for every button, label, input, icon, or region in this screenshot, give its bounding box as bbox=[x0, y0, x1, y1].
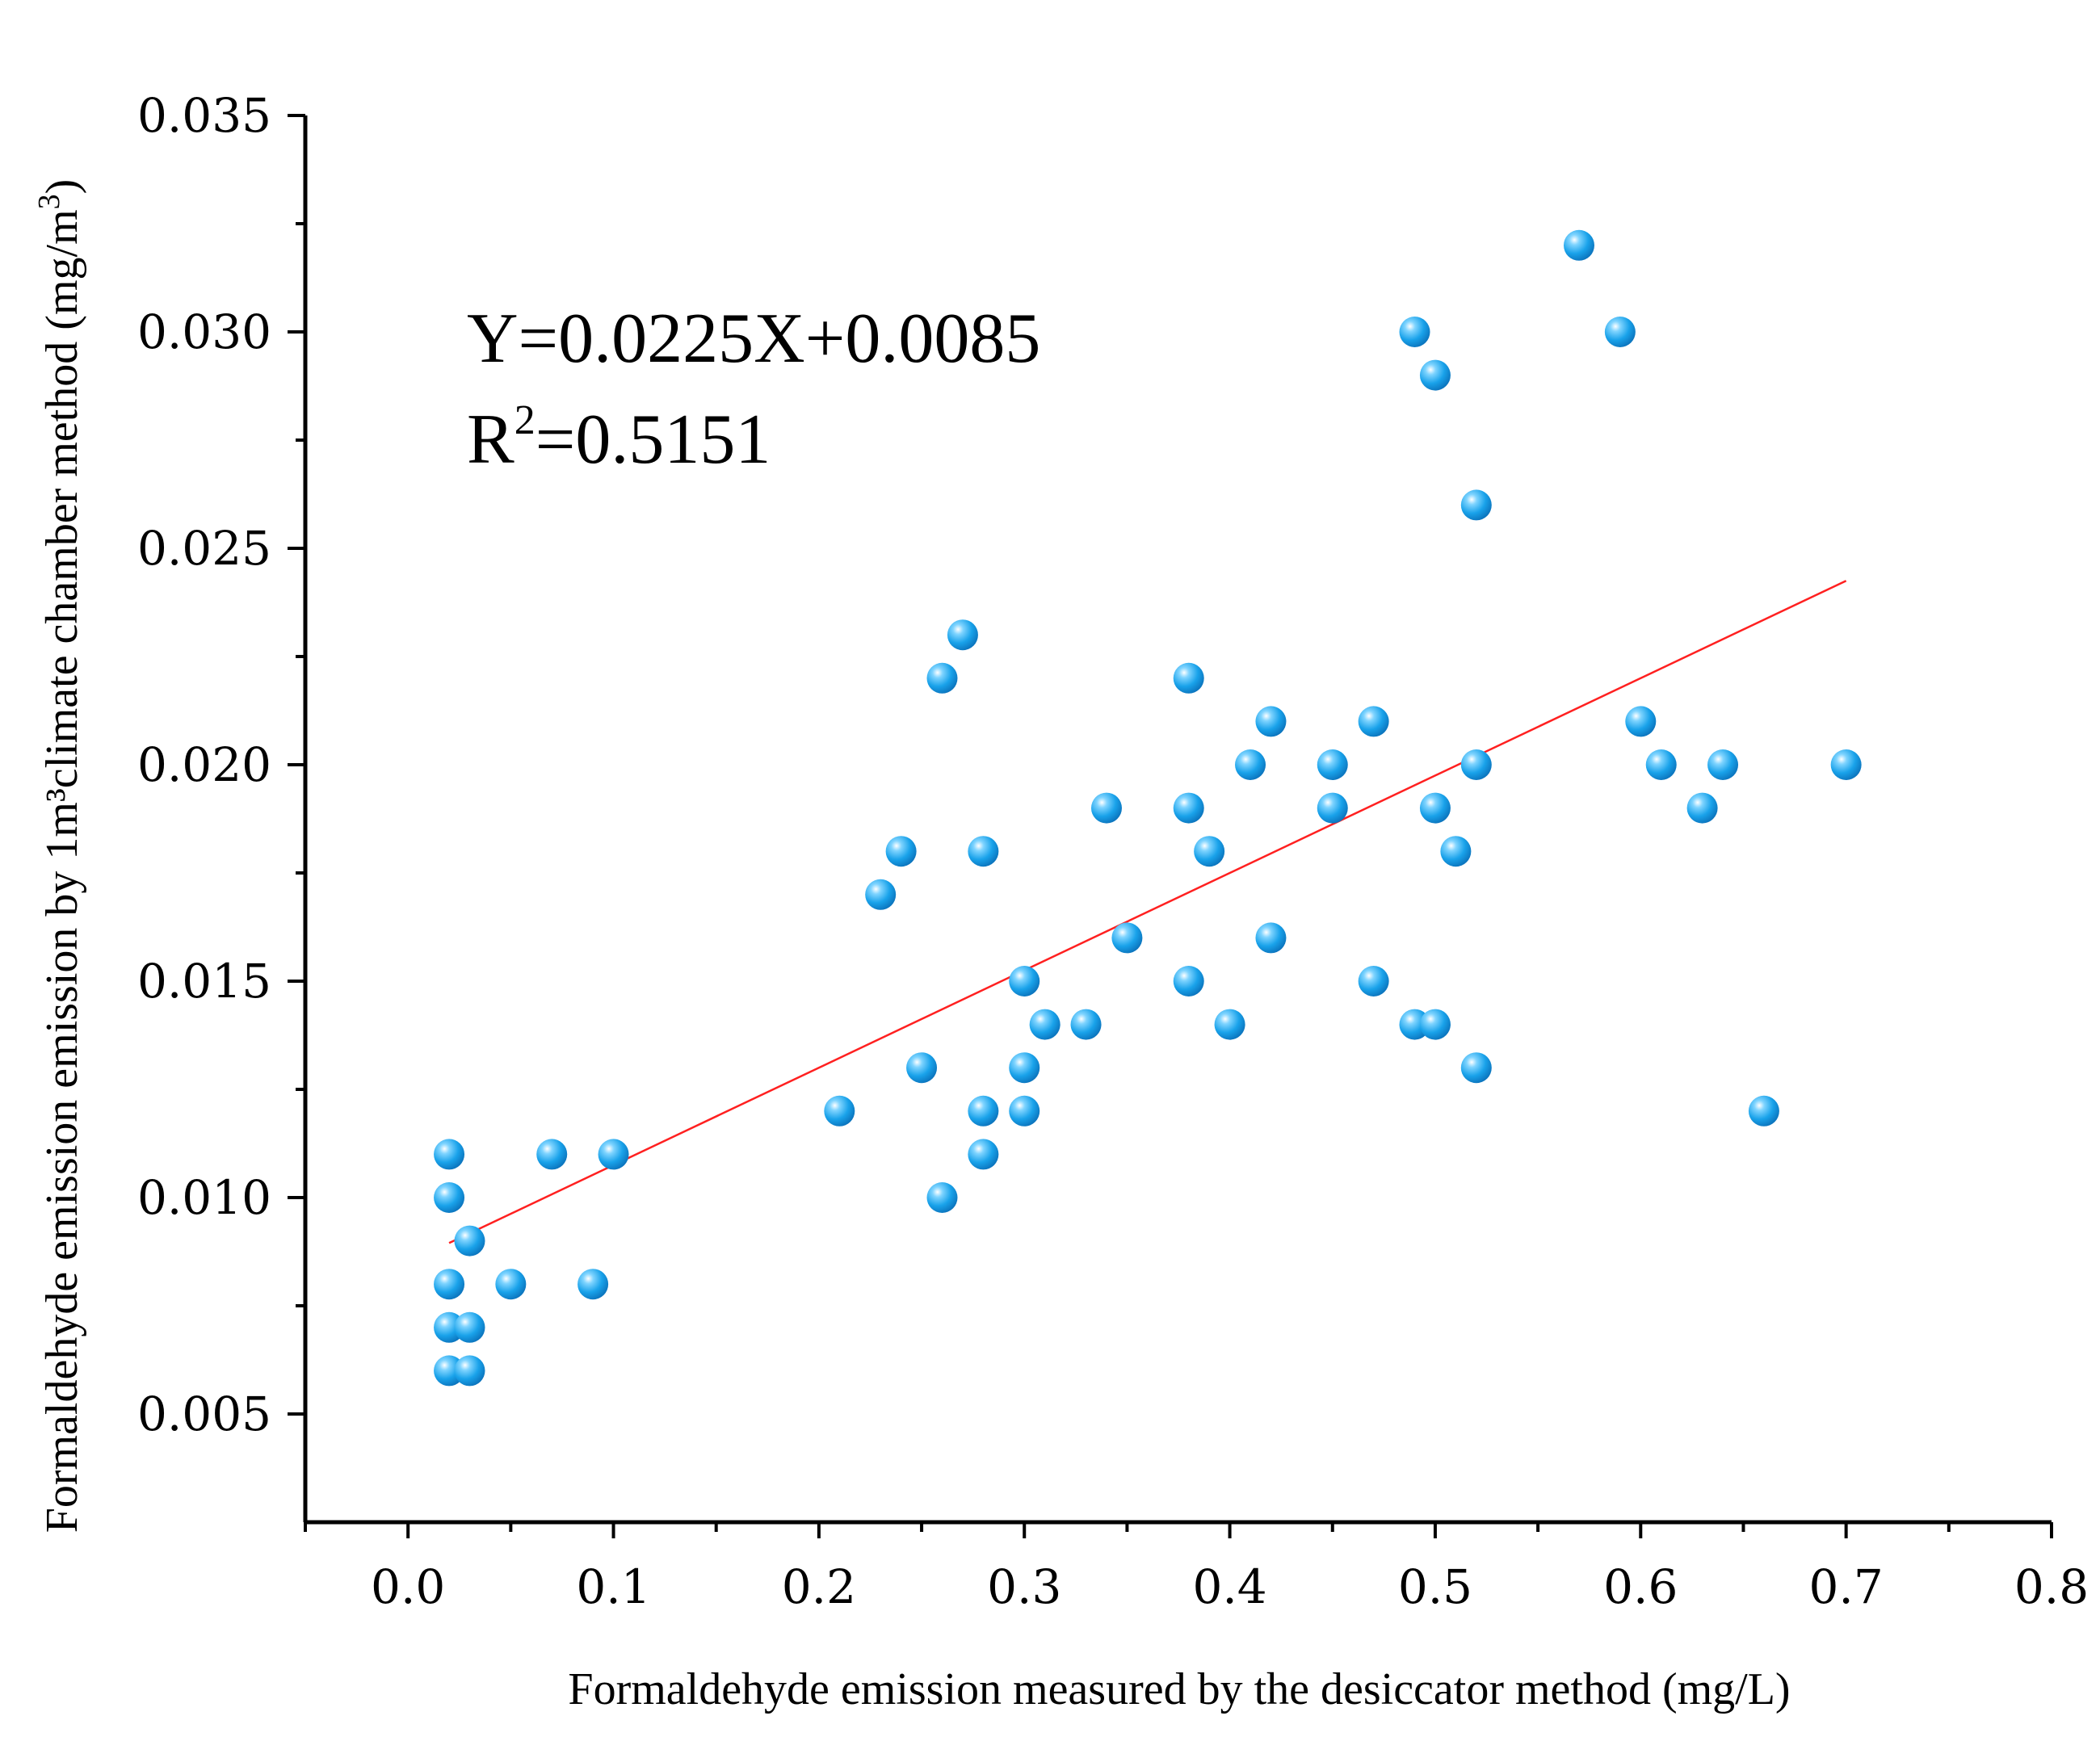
scatter-point bbox=[1440, 836, 1472, 867]
scatter-point bbox=[926, 662, 958, 694]
y-tick-label: 0.015 bbox=[137, 954, 271, 1009]
x-tick-label: 0.1 bbox=[576, 1559, 650, 1614]
scatter-point bbox=[454, 1225, 485, 1257]
scatter-point bbox=[1255, 706, 1287, 737]
scatter-point bbox=[824, 1095, 855, 1127]
scatter-point bbox=[1419, 792, 1451, 824]
y-tick-label: 0.035 bbox=[137, 88, 271, 143]
x-tick-label: 0.2 bbox=[782, 1559, 856, 1614]
scatter-point bbox=[434, 1182, 465, 1213]
scatter-point bbox=[495, 1269, 527, 1300]
regression-line bbox=[448, 580, 1847, 1244]
scatter-point bbox=[454, 1355, 485, 1387]
scatter-point bbox=[1625, 706, 1657, 737]
r-squared-exponent: 2 bbox=[514, 397, 536, 443]
scatter-point bbox=[1029, 1009, 1060, 1040]
scatter-point bbox=[1686, 792, 1718, 824]
scatter-point bbox=[1460, 489, 1492, 521]
scatter-point bbox=[1214, 1009, 1245, 1040]
scatter-point bbox=[1419, 359, 1451, 391]
scatter-point bbox=[968, 836, 999, 867]
scatter-point bbox=[1317, 749, 1348, 780]
y-tick-label: 0.025 bbox=[137, 521, 271, 576]
x-tick-label: 0.4 bbox=[1192, 1559, 1266, 1614]
scatter-point bbox=[1009, 1095, 1040, 1127]
scatter-point bbox=[1009, 1052, 1040, 1084]
x-tick-label: 0.7 bbox=[1809, 1559, 1884, 1614]
x-tick-labels: 0.0 0.1 0.2 0.3 0.4 0.5 0.6 0.7 0.8 bbox=[371, 1559, 2089, 1614]
scatter-point bbox=[1317, 792, 1348, 824]
scatter-point bbox=[1419, 1009, 1451, 1040]
scatter-point bbox=[434, 1139, 465, 1170]
scatter-point bbox=[1009, 966, 1040, 996]
scatter-point bbox=[1563, 229, 1594, 261]
scatter-point bbox=[947, 619, 978, 651]
x-tick-label: 0.5 bbox=[1398, 1559, 1472, 1614]
data-points bbox=[434, 229, 1862, 1387]
scatter-point bbox=[578, 1269, 609, 1300]
r-squared-value: =0.5151 bbox=[536, 401, 771, 479]
y-tick-label: 0.020 bbox=[137, 737, 271, 792]
scatter-point bbox=[865, 879, 897, 910]
scatter-point bbox=[1090, 792, 1122, 824]
scatter-point bbox=[536, 1139, 568, 1170]
scatter-point bbox=[434, 1269, 465, 1300]
y-axis-title-superscript: 3 bbox=[32, 194, 66, 209]
y-axis-title-close: ) bbox=[37, 179, 87, 195]
x-axis-title: Formaldehyde emission measured by the de… bbox=[568, 1664, 1790, 1714]
scatter-point bbox=[1707, 749, 1739, 780]
scatter-point bbox=[1173, 966, 1204, 996]
scatter-point bbox=[906, 1052, 938, 1084]
scatter-point bbox=[968, 1139, 999, 1170]
r-squared-label: R2=0.5151 bbox=[467, 397, 771, 479]
y-tick-label: 0.010 bbox=[137, 1170, 271, 1225]
scatter-point bbox=[1194, 836, 1225, 867]
scatter-point bbox=[1111, 922, 1143, 954]
r-squared-prefix: R bbox=[467, 401, 514, 479]
scatter-point bbox=[1399, 317, 1430, 347]
scatter-point bbox=[1748, 1095, 1779, 1127]
scatter-point bbox=[885, 836, 917, 867]
regression-equation: Y=0.0225X+0.0085 bbox=[467, 300, 1040, 378]
scatter-point bbox=[1173, 792, 1204, 824]
scatter-point bbox=[1830, 749, 1862, 780]
y-tick-label: 0.005 bbox=[137, 1387, 271, 1441]
x-tick-label: 0.3 bbox=[987, 1559, 1061, 1614]
scatter-point bbox=[1460, 749, 1492, 780]
y-tick-labels: 0.005 0.010 0.015 0.020 0.025 0.030 0.035 bbox=[137, 88, 271, 1441]
scatter-point bbox=[1358, 706, 1389, 737]
scatter-point bbox=[1235, 749, 1266, 780]
scatter-point bbox=[454, 1311, 485, 1343]
x-tick-label: 0.8 bbox=[2014, 1559, 2089, 1614]
y-axis-title-main: Formaldehyde emission emission by 1m³cli… bbox=[37, 209, 87, 1533]
scatter-point bbox=[1645, 749, 1677, 780]
scatter-point bbox=[1460, 1052, 1492, 1084]
scatter-point bbox=[1604, 317, 1636, 347]
y-tick-label: 0.030 bbox=[137, 304, 271, 359]
scatter-point bbox=[926, 1182, 958, 1213]
scatter-point bbox=[598, 1139, 629, 1170]
scatter-point bbox=[1173, 662, 1204, 694]
scatter-point bbox=[968, 1095, 999, 1127]
x-tick-label: 0.6 bbox=[1603, 1559, 1678, 1614]
scatter-point bbox=[1255, 922, 1287, 954]
scatter-point bbox=[1358, 966, 1389, 996]
scatter-point bbox=[1070, 1009, 1102, 1040]
x-tick-label: 0.0 bbox=[371, 1559, 445, 1614]
y-axis-title: Formaldehyde emission emission by 1m³cli… bbox=[32, 179, 87, 1534]
